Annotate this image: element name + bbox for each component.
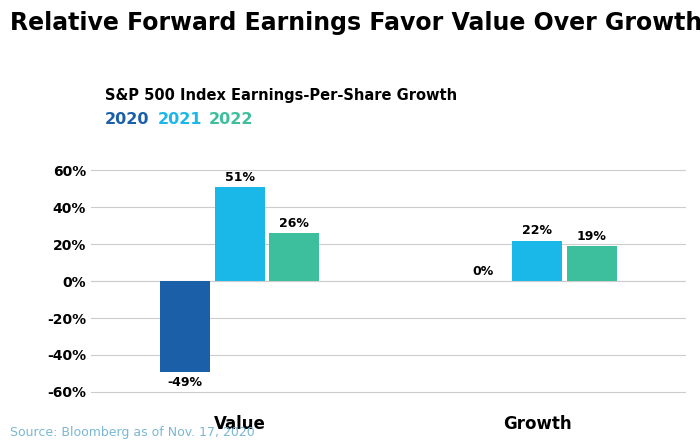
Bar (160, 281, 210, 372)
Text: 2020: 2020 (105, 112, 150, 127)
Text: S&P 500 Index Earnings-Per-Share Growth: S&P 500 Index Earnings-Per-Share Growth (105, 87, 457, 103)
Text: 26%: 26% (279, 217, 309, 230)
Text: 2022: 2022 (209, 112, 253, 127)
Bar (567, 246, 617, 281)
Text: 0%: 0% (472, 265, 493, 278)
Bar (270, 233, 319, 281)
Text: 51%: 51% (225, 171, 255, 184)
Text: 19%: 19% (577, 230, 607, 243)
Text: 22%: 22% (522, 224, 552, 237)
Text: Relative Forward Earnings Favor Value Over Growth: Relative Forward Earnings Favor Value Ov… (10, 11, 700, 35)
Text: Source: Bloomberg as of Nov. 17, 2020: Source: Bloomberg as of Nov. 17, 2020 (10, 426, 255, 439)
Text: 2021: 2021 (158, 112, 202, 127)
Bar (215, 187, 265, 281)
Text: -49%: -49% (168, 376, 203, 389)
Bar (512, 240, 562, 281)
